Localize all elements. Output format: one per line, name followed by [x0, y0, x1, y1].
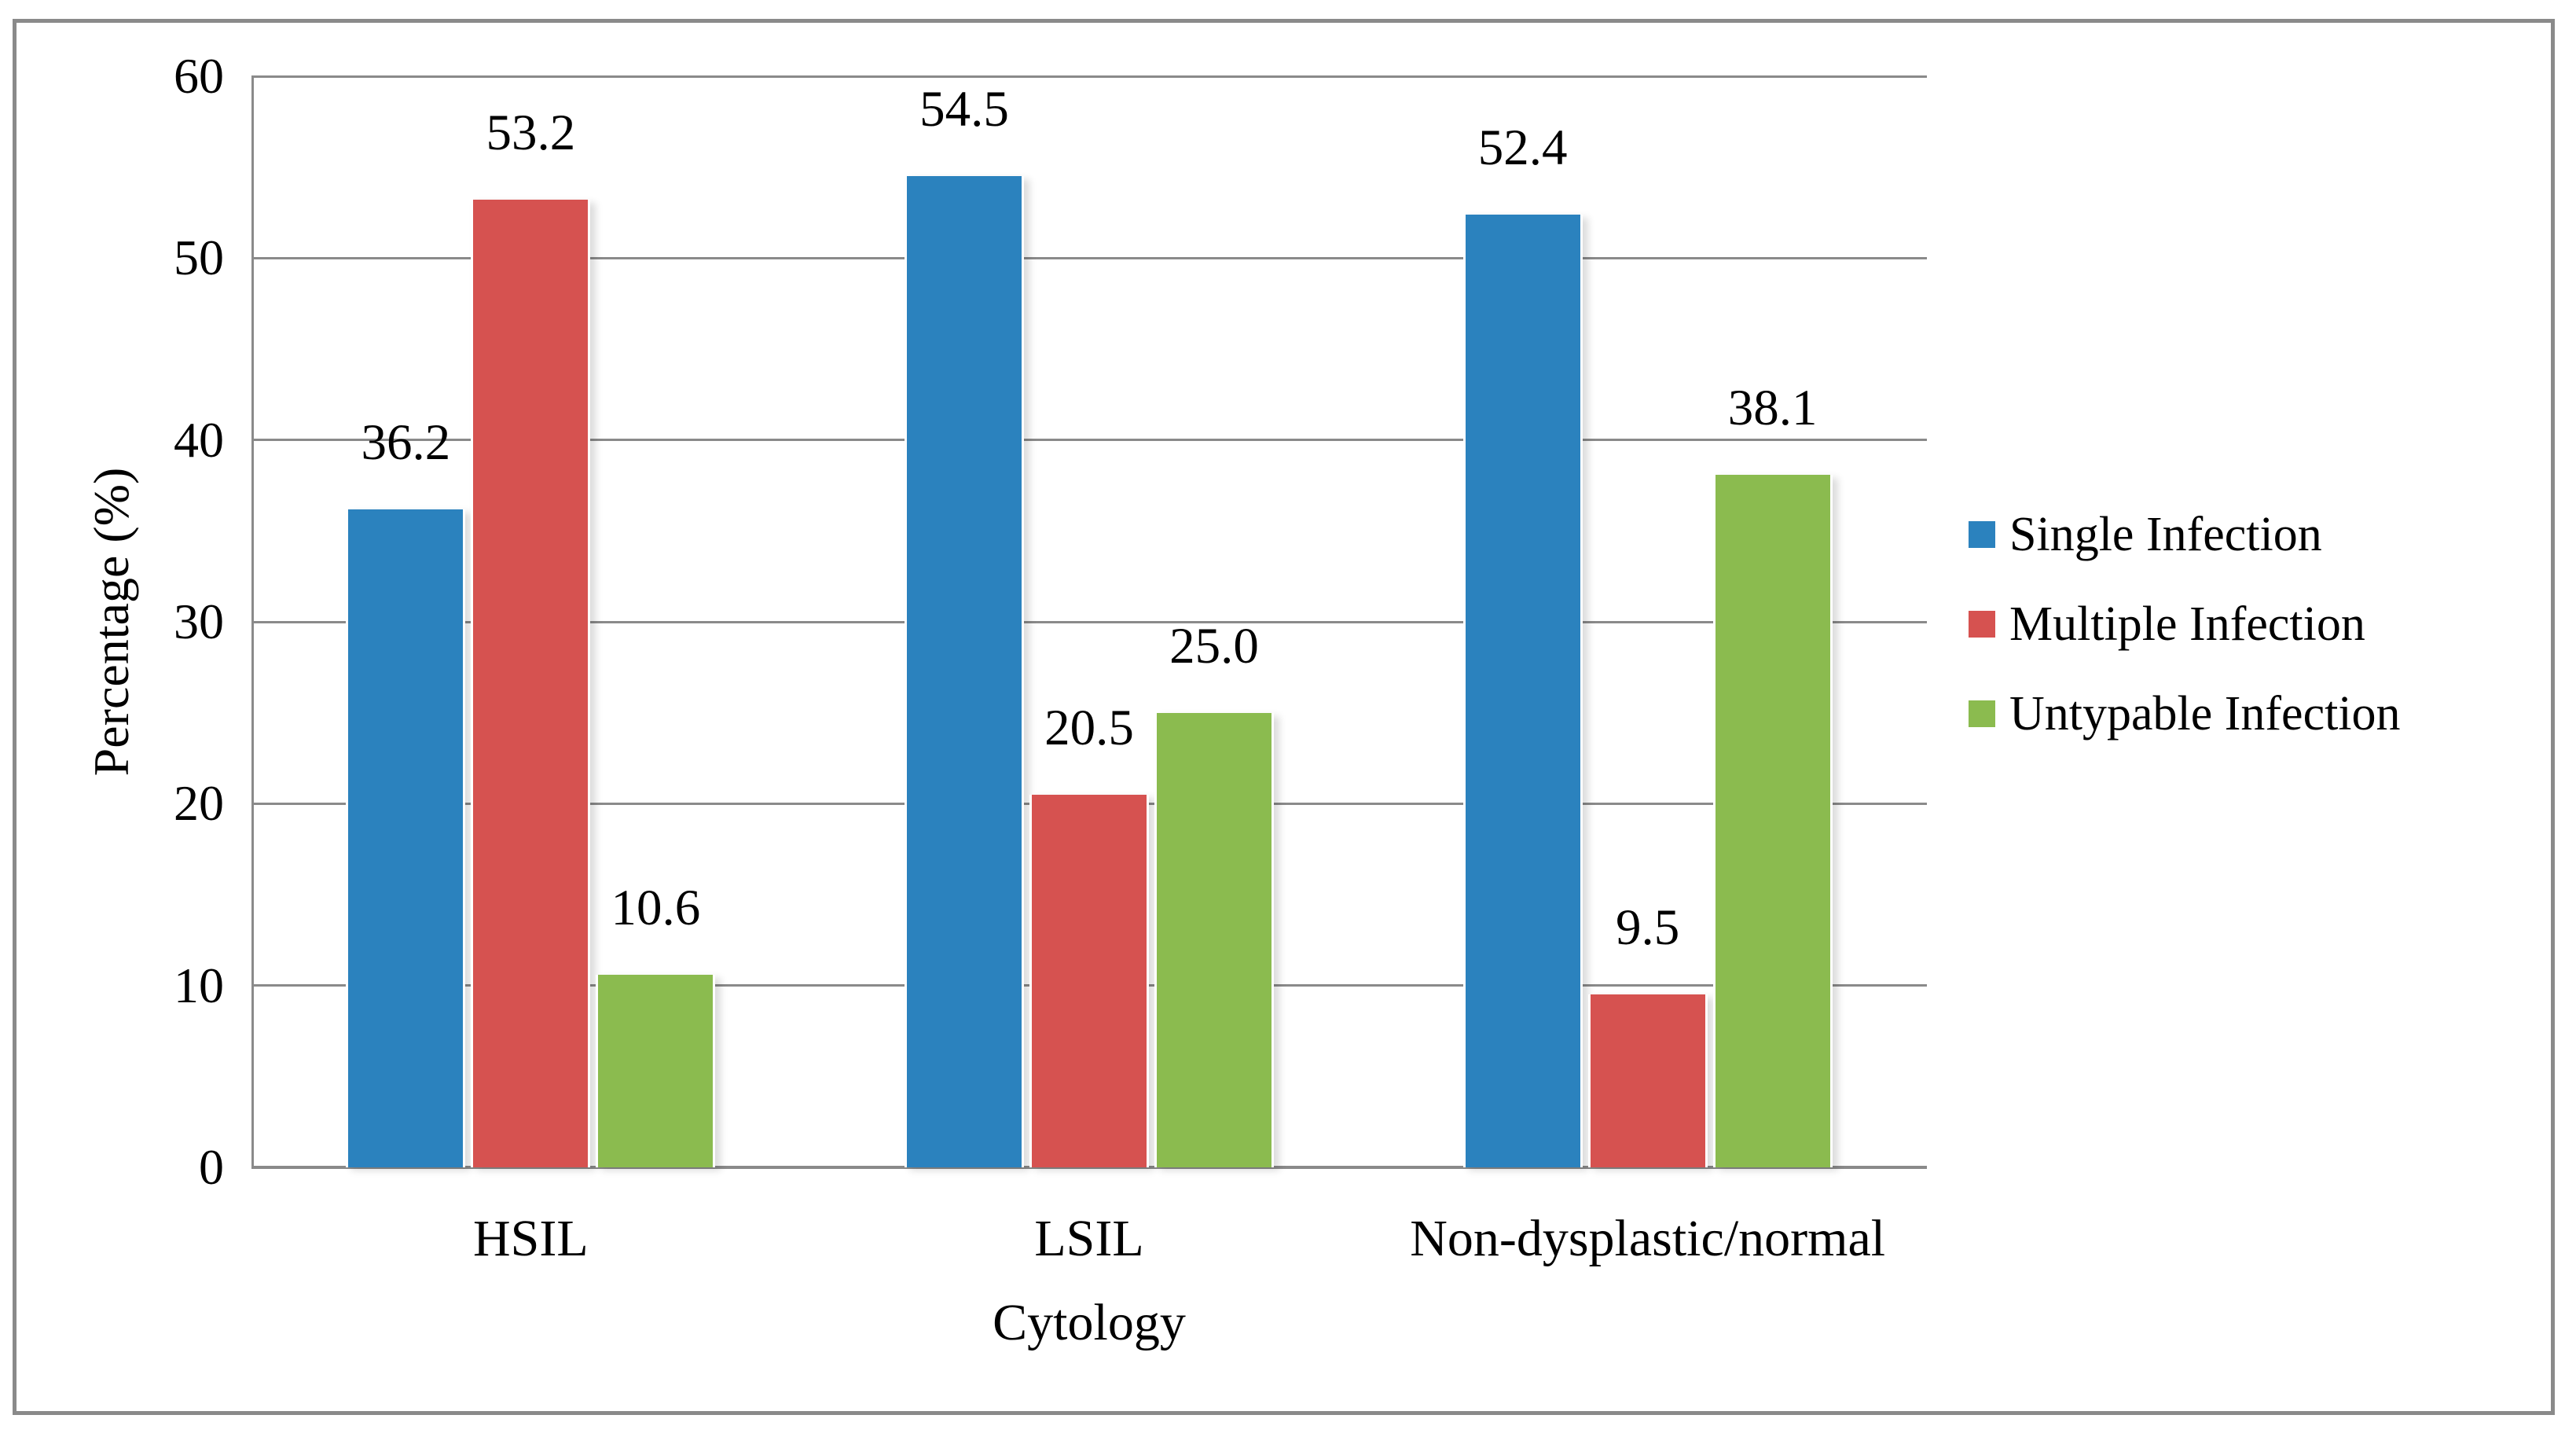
legend-label: Multiple Infection	[2009, 597, 2365, 651]
bar-value-label: 9.5	[1616, 899, 1680, 957]
legend-color-swatch	[1969, 700, 1995, 727]
bar-single-infection	[1462, 214, 1583, 1167]
bar-single-infection	[346, 509, 466, 1167]
legend-color-swatch	[1969, 611, 1995, 638]
bar-value-label: 53.2	[486, 105, 576, 162]
x-category-label: HSIL	[472, 1210, 589, 1267]
y-tick-label: 20	[174, 775, 224, 832]
bar-untypable-infection	[1154, 712, 1274, 1167]
y-tick-label: 10	[174, 957, 224, 1013]
y-axis-line	[251, 76, 254, 1169]
bar-value-label: 10.6	[611, 879, 701, 936]
legend-color-swatch	[1969, 521, 1995, 548]
legend-label: Single Infection	[2009, 508, 2322, 561]
bar-multiple-infection	[1587, 994, 1708, 1167]
bar-untypable-infection	[596, 974, 716, 1167]
y-tick-label: 60	[174, 48, 224, 104]
y-tick-label: 30	[174, 594, 224, 649]
legend-item-multiple-infection: Multiple Infection	[1969, 589, 2365, 660]
bar-value-label: 20.5	[1044, 699, 1134, 756]
y-axis-title: Percentage (%)	[83, 467, 139, 777]
gridline	[251, 75, 1927, 78]
y-tick-label: 0	[199, 1139, 224, 1195]
bar-value-label: 54.5	[919, 81, 1009, 138]
bar-multiple-infection	[471, 200, 591, 1167]
x-category-label: LSIL	[1034, 1210, 1144, 1267]
gridline	[251, 439, 1927, 442]
bar-value-label: 52.4	[1477, 119, 1568, 176]
bar-value-label: 38.1	[1727, 379, 1818, 436]
x-axis-line	[251, 1166, 1927, 1169]
x-axis-title: Cytology	[993, 1294, 1186, 1351]
legend-item-untypable-infection: Untypable Infection	[1969, 678, 2401, 749]
bar-single-infection	[905, 176, 1024, 1167]
legend-item-single-infection: Single Infection	[1969, 499, 2322, 570]
gridline	[251, 620, 1927, 623]
bar-untypable-infection	[1712, 474, 1833, 1167]
legend-label: Untypable Infection	[2009, 687, 2401, 741]
x-category-label: Non-dysplastic/normal	[1410, 1210, 1886, 1267]
bar-value-label: 25.0	[1169, 617, 1259, 674]
gridline	[251, 256, 1927, 259]
bar-multiple-infection	[1029, 794, 1149, 1167]
bar-value-label: 36.2	[361, 413, 451, 471]
y-tick-label: 40	[174, 411, 224, 468]
y-tick-label: 50	[174, 230, 224, 286]
